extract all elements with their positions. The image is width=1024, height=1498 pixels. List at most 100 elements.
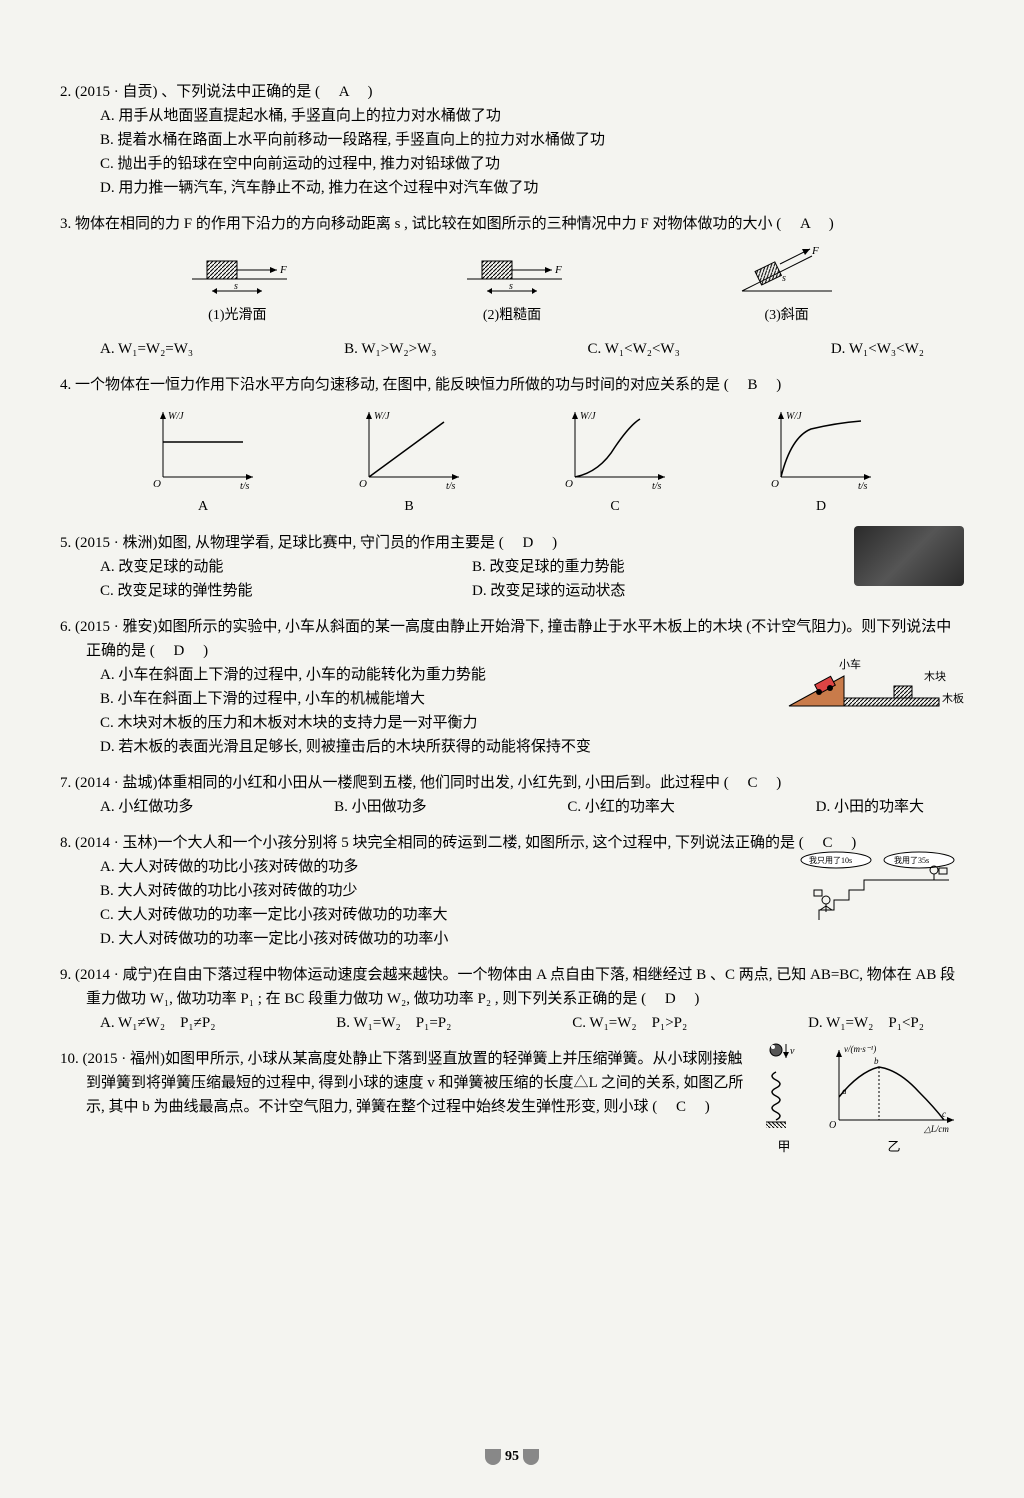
svg-text:木块: 木块 xyxy=(924,670,946,683)
svg-text:a: a xyxy=(842,1086,847,1096)
question-3: 3. 物体在相同的力 F 的作用下沿力的方向移动距离 s , 试比较在如图所示的… xyxy=(60,212,964,361)
q5-options-1: A. 改变足球的动能 B. 改变足球的重力势能 xyxy=(60,555,844,579)
svg-text:O: O xyxy=(359,478,367,490)
q10-graph: v/(m·s⁻¹) △L/cm O a b c 乙 xyxy=(824,1042,964,1158)
svg-text:W/J: W/J xyxy=(786,411,802,422)
q9-opt-a: A. W₁≠W₂ P₁≠P₂ xyxy=(100,1011,215,1035)
svg-text:我用了35s: 我用了35s xyxy=(894,855,929,865)
graph-d-icon: W/J t/s O xyxy=(766,407,876,492)
svg-text:O: O xyxy=(829,1120,836,1131)
svg-text:O: O xyxy=(771,478,779,490)
question-7: 7. (2014 · 盐城)体重相同的小红和小田从一楼爬到五楼, 他们同时出发,… xyxy=(60,771,964,819)
q4-graphs: W/J t/s O A W/J t/s O B xyxy=(60,407,964,518)
page-number-text: 95 xyxy=(505,1446,519,1468)
q7-opt-b: B. 小田做功多 xyxy=(334,795,427,819)
q5-opt-c: C. 改变足球的弹性势能 xyxy=(100,579,472,603)
rough-surface-icon: F s xyxy=(457,256,567,301)
svg-text:W/J: W/J xyxy=(168,411,184,422)
svg-text:s: s xyxy=(509,281,513,292)
spring-ball-icon: v xyxy=(764,1042,804,1137)
q3-fig-3: F s (3)斜面 xyxy=(732,246,842,327)
graph-a-icon: W/J t/s O xyxy=(148,407,258,492)
q10-label-jia: 甲 xyxy=(764,1137,804,1158)
svg-text:我只用了10s: 我只用了10s xyxy=(809,855,852,865)
question-5: 5. (2015 · 株洲)如图, 从物理学看, 足球比赛中, 守门员的作用主要… xyxy=(60,531,964,603)
svg-text:W/J: W/J xyxy=(374,411,390,422)
q3-fig2-label: (2)粗糙面 xyxy=(483,305,541,327)
q4-graph-d: W/J t/s O D xyxy=(766,407,876,518)
question-4: 4. 一个物体在一恒力作用下沿水平方向匀速移动, 在图中, 能反映恒力所做的功与… xyxy=(60,373,964,518)
q3-figures: F s (1)光滑面 F s (2)粗糙面 xyxy=(60,246,964,327)
q3-opt-d: D. W₁<W₃<W₂ xyxy=(831,337,924,361)
q3-stem: 3. 物体在相同的力 F 的作用下沿力的方向移动距离 s , 试比较在如图所示的… xyxy=(60,212,964,236)
svg-text:O: O xyxy=(153,478,161,490)
goalkeeper-image xyxy=(854,526,964,586)
q3-opt-a: A. W₁=W₂=W₃ xyxy=(100,337,193,361)
q6-stem: 6. (2015 · 雅安)如图所示的实验中, 小车从斜面的某一高度由静止开始滑… xyxy=(60,615,964,663)
q4-label-d: D xyxy=(816,496,826,518)
svg-text:木板: 木板 xyxy=(942,691,964,705)
q8-opt-d: D. 大人对砖做功的功率一定比小孩对砖做功的功率小 xyxy=(100,927,964,951)
q2-options: A. 用手从地面竖直提起水桶, 手竖直向上的拉力对水桶做了功 B. 提着水桶在路… xyxy=(60,104,964,200)
q4-graph-b: W/J t/s O B xyxy=(354,407,464,518)
q3-fig-1: F s (1)光滑面 xyxy=(182,256,292,327)
q5-opt-b: B. 改变足球的重力势能 xyxy=(472,555,844,579)
q10-spring: v 甲 xyxy=(764,1042,804,1158)
q10-figure: v 甲 v/(m·s⁻¹) △L/cm O a b xyxy=(764,1042,964,1158)
question-8: 8. (2014 · 玉林)一个大人和一个小孩分别将 5 块完全相同的砖运到二楼… xyxy=(60,831,964,951)
svg-text:t/s: t/s xyxy=(240,481,250,492)
page-number: 95 xyxy=(485,1446,539,1468)
svg-text:b: b xyxy=(874,1056,879,1066)
q4-graph-c: W/J t/s O C xyxy=(560,407,670,518)
q7-opt-d: D. 小田的功率大 xyxy=(816,795,924,819)
svg-text:v/(m·s⁻¹): v/(m·s⁻¹) xyxy=(844,1044,876,1054)
q8-figure: 我只用了10s 我用了35s xyxy=(794,850,964,925)
svg-text:v: v xyxy=(790,1046,795,1057)
q3-fig3-label: (3)斜面 xyxy=(764,305,808,327)
q9-opt-d: D. W₁=W₂ P₁<P₂ xyxy=(808,1011,924,1035)
stairs-people-icon: 我只用了10s 我用了35s xyxy=(794,850,964,925)
svg-text:s: s xyxy=(782,273,786,284)
question-2: 2. (2015 · 自贡) 、下列说法中正确的是 ( A ) A. 用手从地面… xyxy=(60,80,964,200)
q9-stem: 9. (2014 · 咸宁)在自由下落过程中物体运动速度会越来越快。一个物体由 … xyxy=(60,963,964,1011)
q4-label-c: C xyxy=(610,496,619,518)
question-10: v 甲 v/(m·s⁻¹) △L/cm O a b xyxy=(60,1047,964,1158)
q9-opt-b: B. W₁=W₂ P₁=P₂ xyxy=(336,1011,451,1035)
q9-options: A. W₁≠W₂ P₁≠P₂ B. W₁=W₂ P₁=P₂ C. W₁=W₂ P… xyxy=(60,1011,964,1035)
q9-opt-c: C. W₁=W₂ P₁>P₂ xyxy=(572,1011,687,1035)
svg-text:F: F xyxy=(554,264,562,276)
q5-opt-d: D. 改变足球的运动状态 xyxy=(472,579,844,603)
q10-label-yi: 乙 xyxy=(824,1137,964,1158)
ramp-cart-icon: 小车 木块 木板 xyxy=(784,658,964,718)
question-6: 6. (2015 · 雅安)如图所示的实验中, 小车从斜面的某一高度由静止开始滑… xyxy=(60,615,964,759)
q4-label-b: B xyxy=(404,496,413,518)
q6-figure: 小车 木块 木板 xyxy=(784,658,964,718)
svg-text:t/s: t/s xyxy=(446,481,456,492)
question-9: 9. (2014 · 咸宁)在自由下落过程中物体运动速度会越来越快。一个物体由 … xyxy=(60,963,964,1035)
q5-stem: 5. (2015 · 株洲)如图, 从物理学看, 足球比赛中, 守门员的作用主要… xyxy=(60,531,964,555)
svg-text:W/J: W/J xyxy=(580,411,596,422)
svg-text:c: c xyxy=(942,1109,946,1119)
q7-opt-a: A. 小红做功多 xyxy=(100,795,193,819)
q4-stem: 4. 一个物体在一恒力作用下沿水平方向匀速移动, 在图中, 能反映恒力所做的功与… xyxy=(60,373,964,397)
q3-fig-2: F s (2)粗糙面 xyxy=(457,256,567,327)
svg-text:O: O xyxy=(565,478,573,490)
smooth-surface-icon: F s xyxy=(182,256,292,301)
q6-opt-d: D. 若木板的表面光滑且足够长, 则被撞击后的木块所获得的动能将保持不变 xyxy=(100,735,964,759)
q5-options-2: C. 改变足球的弹性势能 D. 改变足球的运动状态 xyxy=(60,579,844,603)
velocity-graph-icon: v/(m·s⁻¹) △L/cm O a b c xyxy=(824,1042,964,1137)
svg-text:t/s: t/s xyxy=(652,481,662,492)
q7-stem: 7. (2014 · 盐城)体重相同的小红和小田从一楼爬到五楼, 他们同时出发,… xyxy=(60,771,964,795)
q2-opt-d: D. 用力推一辆汽车, 汽车静止不动, 推力在这个过程中对汽车做了功 xyxy=(100,176,964,200)
svg-text:s: s xyxy=(234,281,238,292)
q7-options: A. 小红做功多 B. 小田做功多 C. 小红的功率大 D. 小田的功率大 xyxy=(60,795,964,819)
q3-opt-c: C. W₁<W₂<W₃ xyxy=(587,337,679,361)
q4-graph-a: W/J t/s O A xyxy=(148,407,258,518)
incline-surface-icon: F s xyxy=(732,246,842,301)
q3-opt-b: B. W₁>W₂>W₃ xyxy=(344,337,436,361)
svg-text:F: F xyxy=(811,246,819,257)
graph-c-icon: W/J t/s O xyxy=(560,407,670,492)
svg-text:小车: 小车 xyxy=(839,658,861,671)
q3-options: A. W₁=W₂=W₃ B. W₁>W₂>W₃ C. W₁<W₂<W₃ D. W… xyxy=(60,337,964,361)
svg-text:t/s: t/s xyxy=(858,481,868,492)
